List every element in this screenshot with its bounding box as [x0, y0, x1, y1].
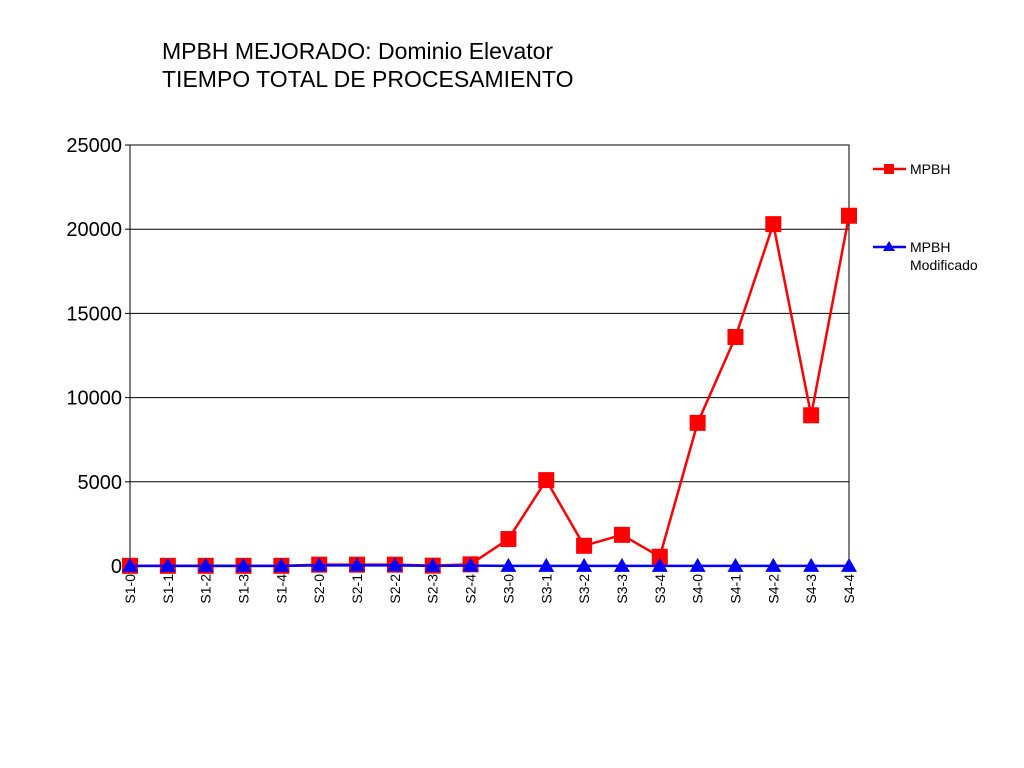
x-tick-label-18: S4-3 [803, 574, 819, 604]
series-0-point-14 [651, 548, 668, 565]
series-1-point-6 [349, 557, 366, 572]
x-tick-label-14: S3-4 [652, 574, 668, 604]
x-tick-label-16: S4-1 [727, 574, 743, 604]
y-tick-label-3: 15000 [66, 303, 122, 325]
series-line-0 [130, 215, 851, 568]
y-tick-label-4: 20000 [66, 219, 122, 241]
series-line-1 [130, 564, 849, 568]
series-0-point-10 [500, 531, 517, 548]
series-1-point-1 [159, 557, 176, 572]
series-0-point-17 [765, 216, 782, 233]
legend-label-1-0: MPBH [910, 239, 950, 255]
y-tick-label-1: 5000 [78, 472, 123, 494]
series-0-point-15 [689, 414, 706, 431]
series-1-point-16 [727, 557, 744, 572]
x-tick-label-9: S2-4 [463, 574, 479, 604]
series-1-point-2 [197, 557, 214, 572]
x-tick-label-2: S1-2 [198, 574, 214, 604]
series-0-point-16 [727, 328, 744, 345]
series-1-point-19 [841, 557, 857, 572]
series-0-point-18 [803, 407, 820, 424]
series-0-point-11 [538, 472, 555, 489]
series-1-point-14 [651, 557, 668, 572]
x-tick-label-15: S4-0 [690, 574, 706, 604]
series-1-point-7 [386, 557, 403, 572]
legend-marker-1 [883, 241, 895, 251]
legend-label-0-0: MPBH [910, 161, 950, 177]
x-tick-label-1: S1-1 [160, 574, 176, 604]
y-tick-label-0: 0 [111, 556, 122, 578]
x-tick-label-0: S1-0 [122, 574, 138, 604]
series-1-point-11 [538, 557, 555, 572]
series-0-point-12 [576, 537, 593, 554]
series-1-point-5 [311, 557, 328, 572]
series-1-point-12 [576, 557, 593, 572]
x-tick-label-12: S3-2 [576, 574, 592, 604]
x-tick-label-7: S2-2 [387, 574, 403, 604]
x-tick-label-3: S1-3 [236, 574, 252, 604]
y-tick-label-5: 25000 [66, 135, 122, 157]
chart-title: MPBH MEJORADO: Dominio Elevator TIEMPO T… [162, 37, 574, 93]
x-tick-label-8: S2-3 [425, 574, 441, 604]
y-tick-label-2: 10000 [66, 388, 122, 410]
plot-area [129, 144, 850, 567]
chart-title-line-2: TIEMPO TOTAL DE PROCESAMIENTO [162, 66, 574, 92]
legend-label-1-1: Modificado [910, 257, 978, 273]
series-1-point-0 [122, 557, 138, 572]
x-tick-label-4: S1-4 [273, 574, 289, 604]
x-tick-label-11: S3-1 [538, 574, 554, 604]
series-1-point-8 [424, 557, 441, 572]
series-1-point-4 [273, 557, 290, 572]
x-tick-label-5: S2-0 [311, 574, 327, 604]
legend-marker-0 [884, 164, 894, 174]
x-tick-label-17: S4-2 [765, 574, 781, 604]
x-tick-label-10: S3-0 [500, 574, 516, 604]
series-1-point-10 [500, 557, 517, 572]
series-0-point-13 [613, 526, 630, 543]
series-1-point-15 [689, 557, 706, 572]
chart-title-line-1: MPBH MEJORADO: Dominio Elevator [162, 38, 554, 64]
x-tick-label-6: S2-1 [349, 574, 365, 604]
series-1-point-17 [765, 557, 782, 572]
x-tick-label-19: S4-4 [841, 574, 857, 604]
series-1-point-13 [613, 557, 630, 572]
x-tick-label-13: S3-3 [614, 574, 630, 604]
series-1-point-18 [803, 557, 820, 572]
series-0-point-19 [841, 207, 857, 224]
series-1-point-3 [235, 557, 252, 572]
series-1-point-9 [462, 557, 479, 572]
